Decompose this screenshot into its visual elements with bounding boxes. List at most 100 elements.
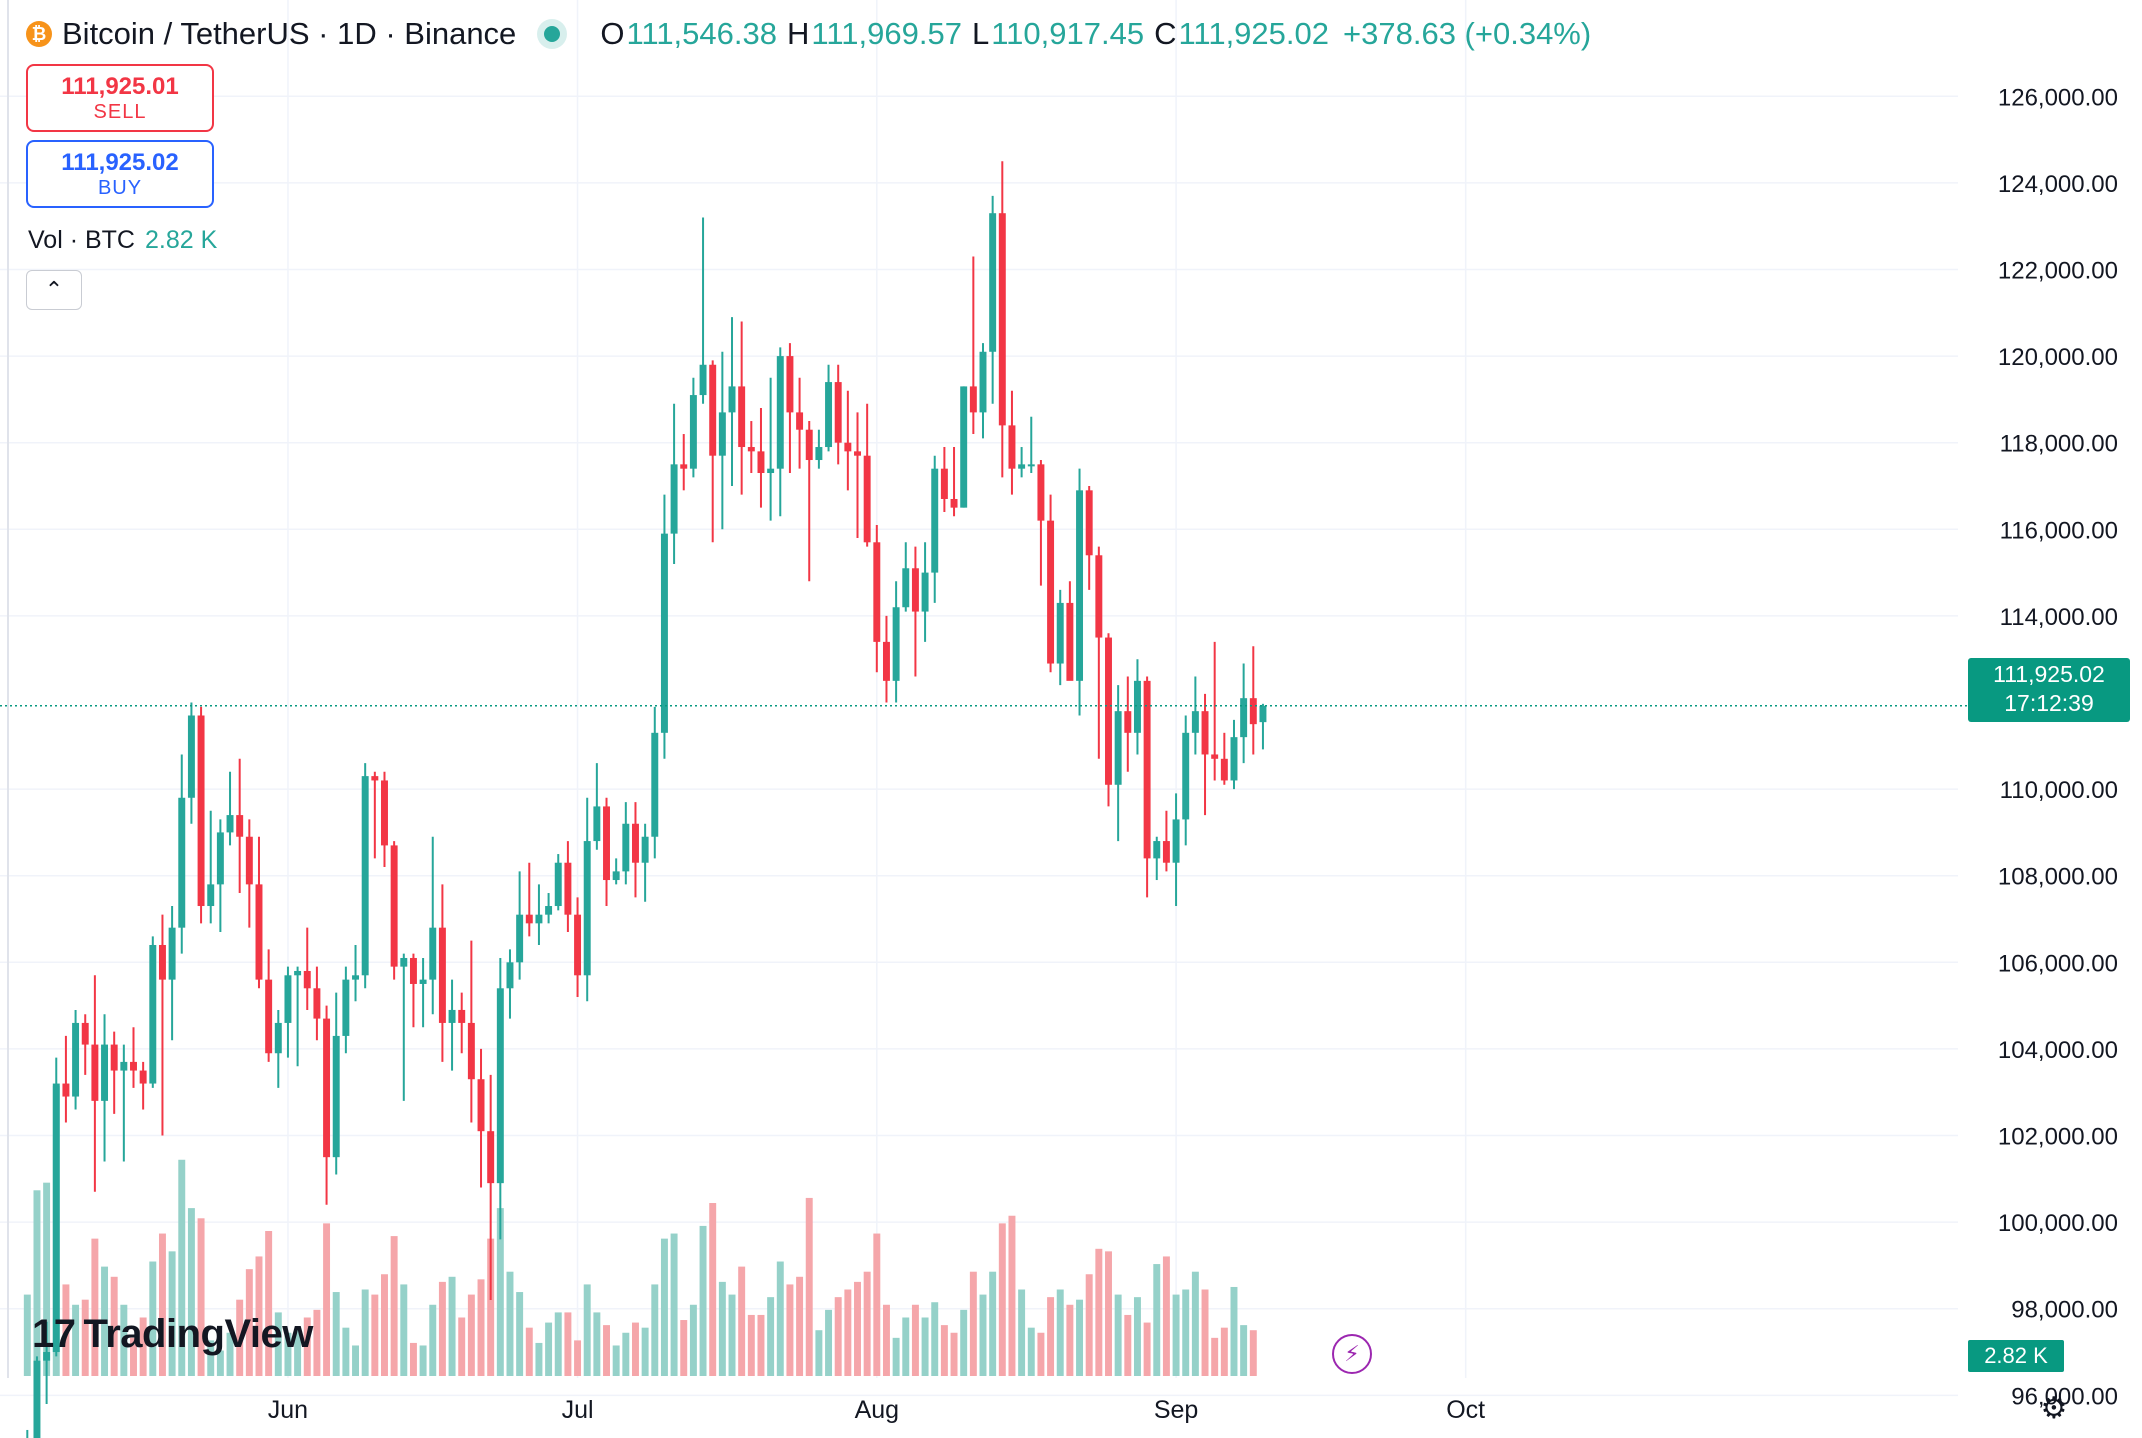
volume-bar	[1066, 1304, 1074, 1376]
volume-bar	[854, 1281, 861, 1376]
candle-body	[554, 862, 562, 907]
candle-body	[110, 1044, 118, 1071]
candle-body	[564, 862, 572, 915]
volume-bar	[1191, 1271, 1199, 1376]
candle-body	[660, 533, 668, 733]
candle-body	[1220, 758, 1228, 781]
candle-body	[400, 957, 408, 967]
candle-body	[545, 906, 553, 915]
candle-body	[786, 356, 794, 413]
time-axis[interactable]: Jun Jul Aug Sep Oct	[268, 1396, 1485, 1424]
candle-body	[1133, 680, 1141, 733]
volume-bar	[168, 1251, 176, 1376]
last-price-badge: 111,925.02 17:12:39	[1968, 658, 2130, 722]
volume-bar	[236, 1299, 244, 1376]
volume-bar	[506, 1271, 514, 1376]
volume-bar	[1008, 1215, 1016, 1376]
volume-bar	[863, 1271, 871, 1376]
candle-body	[381, 780, 388, 846]
volume-bar	[670, 1233, 678, 1376]
y-tick-label: 98,000.00	[2011, 1297, 2118, 1324]
volume-bar	[110, 1276, 118, 1376]
volume-bar	[747, 1314, 755, 1376]
candle-body	[1249, 698, 1257, 725]
candle-body	[1076, 490, 1084, 681]
volume-bar	[757, 1314, 765, 1376]
volume-bar	[458, 1317, 466, 1376]
volume-bar	[43, 1182, 51, 1376]
volume-bar	[381, 1274, 388, 1376]
volume-bar	[1114, 1294, 1122, 1376]
candle-body	[825, 382, 833, 448]
candle-body	[245, 836, 253, 885]
candle-body	[1037, 464, 1045, 521]
volume-bar	[1249, 1330, 1257, 1376]
volume-bar	[882, 1304, 890, 1376]
volume-bar	[815, 1330, 823, 1376]
volume-bar	[728, 1294, 736, 1376]
candle-body	[158, 944, 166, 980]
volume-bar	[1085, 1274, 1093, 1376]
y-tick-label: 100,000.00	[1998, 1210, 2118, 1237]
lightning-icon[interactable]: ⚡	[1332, 1334, 1372, 1374]
candle-body	[805, 429, 813, 461]
volume-bar	[158, 1233, 166, 1376]
tradingview-logo[interactable]: 17 TradingView	[32, 1312, 313, 1357]
candle-body	[921, 572, 929, 612]
candle-body	[294, 970, 302, 976]
volume-bar	[294, 1330, 302, 1376]
volume-bar	[583, 1284, 591, 1376]
candle-body	[892, 607, 900, 681]
volume-bar	[960, 1309, 968, 1376]
volume-bar	[525, 1327, 533, 1376]
candle-body	[940, 468, 948, 499]
candle-body	[467, 1022, 475, 1080]
candle-body	[747, 447, 755, 452]
volume-bar	[1018, 1289, 1026, 1376]
price-axis[interactable]: 126,000.00 124,000.00 122,000.00 120,000.00…	[1998, 84, 2118, 1410]
candle-body	[187, 715, 195, 798]
symbol-header: ₿ Bitcoin / TetherUS · 1D · Binance O 111…	[26, 12, 1591, 56]
sell-button[interactable]: 111,925.01 SELL	[26, 64, 214, 132]
candle-body	[1191, 711, 1199, 733]
volume-legend[interactable]: Vol · BTC 2.82 K	[28, 226, 217, 255]
candle-body	[419, 979, 427, 984]
candle-body	[796, 412, 804, 430]
volume-legend-value: 2.82 K	[144, 226, 218, 254]
gear-icon[interactable]: ⚙	[2040, 1391, 2068, 1425]
symbol-title[interactable]: Bitcoin / TetherUS · 1D · Binance	[62, 16, 517, 51]
high-value: 111,969.57	[811, 16, 962, 51]
volume-bar	[931, 1302, 939, 1376]
volume-bar	[660, 1238, 668, 1376]
y-tick-label: 122,000.00	[1998, 257, 2118, 284]
candle-body	[776, 356, 784, 469]
high-label: H	[787, 16, 810, 51]
candle-body	[757, 451, 765, 474]
candle-body	[458, 1009, 466, 1023]
volume-bar	[429, 1304, 437, 1376]
volume-bar	[892, 1337, 900, 1376]
volume-bar	[825, 1309, 833, 1376]
y-tick-label: 108,000.00	[1998, 864, 2118, 891]
buy-button[interactable]: 111,925.02 BUY	[26, 140, 214, 208]
volume-bar	[1162, 1256, 1170, 1376]
open-value: 111,546.38	[626, 16, 777, 51]
volume-bar	[1172, 1294, 1180, 1376]
volume-bar	[805, 1197, 813, 1376]
sell-price: 111,925.01	[61, 73, 179, 100]
collapse-legend-button[interactable]: ⌃	[26, 270, 82, 310]
candle-body	[130, 1061, 137, 1071]
y-tick-label: 102,000.00	[1998, 1124, 2118, 1151]
candle-body	[911, 568, 919, 612]
volume-bar	[72, 1304, 80, 1376]
chevron-up-icon: ⌃	[44, 277, 64, 302]
volume-bar	[767, 1297, 775, 1376]
candle-body	[960, 386, 968, 508]
candle-body	[1201, 711, 1209, 755]
volume-bar	[390, 1236, 398, 1376]
candle-body	[207, 884, 215, 907]
candle-body	[1172, 819, 1180, 863]
volume-bar	[81, 1299, 89, 1376]
candle-body	[91, 1044, 99, 1101]
